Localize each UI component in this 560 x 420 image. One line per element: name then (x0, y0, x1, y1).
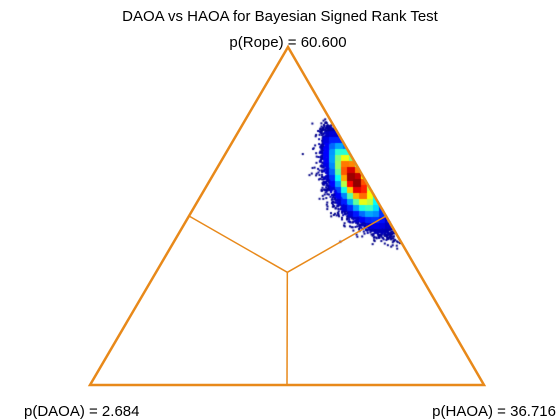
vertex-label-rope: p(Rope) = 60.600 (229, 34, 346, 51)
vertex-label-haoa: p(HAOA) = 36.716 (432, 403, 556, 420)
region-divider-right (286, 215, 387, 273)
vertex-label-daoa: p(DAOA) = 2.684 (24, 403, 139, 420)
region-divider-left (188, 215, 288, 273)
chart-title: DAOA vs HAOA for Bayesian Signed Rank Te… (122, 8, 439, 25)
